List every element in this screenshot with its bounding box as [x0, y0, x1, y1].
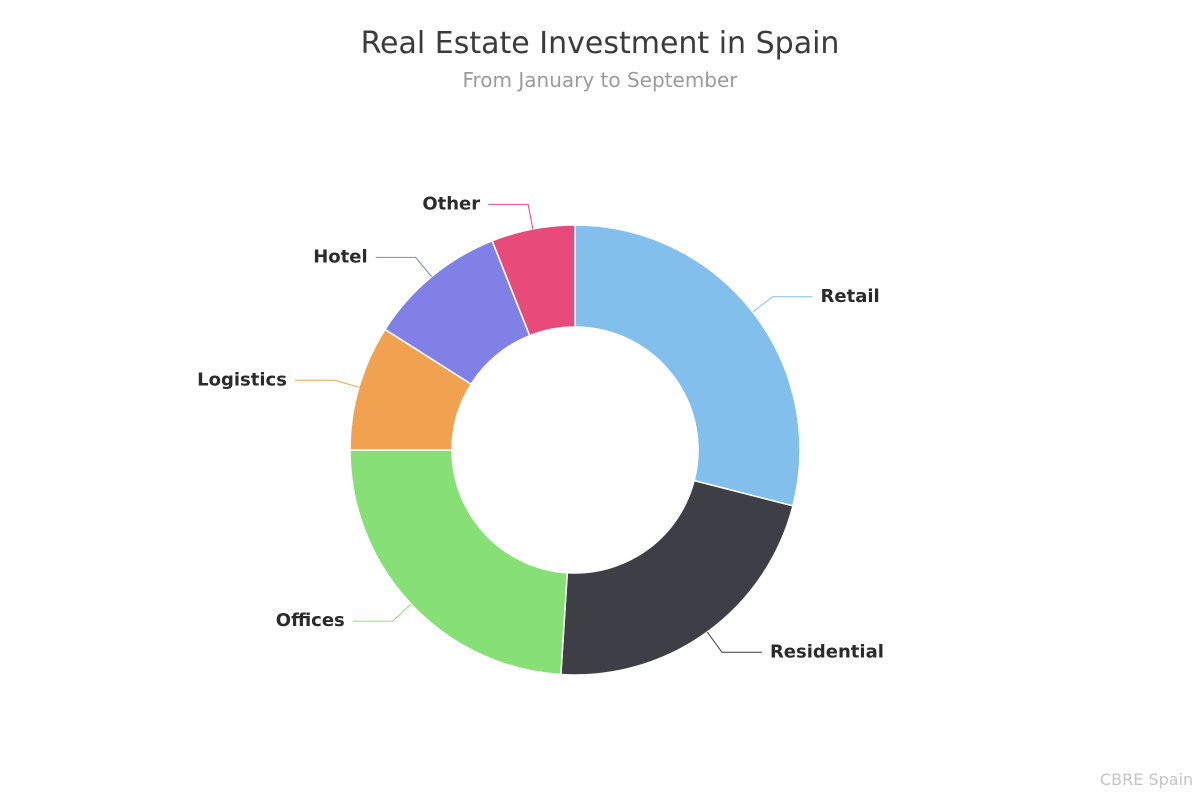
leader-other	[488, 204, 533, 229]
slice-residential	[561, 481, 793, 675]
donut-chart: Retail Residential Offices Logistics Hotel Ot…	[0, 0, 1200, 800]
leader-offices	[353, 604, 411, 621]
label-retail: Retail	[821, 286, 880, 307]
label-other: Other	[422, 193, 480, 214]
label-hotel: Hotel	[313, 246, 367, 267]
slice-offices	[350, 450, 567, 675]
leader-retail	[753, 297, 813, 312]
label-logistics: Logistics	[197, 369, 287, 390]
slice-retail	[575, 225, 800, 506]
label-offices: Offices	[276, 610, 345, 631]
leader-logistics	[295, 380, 359, 387]
leader-residential	[707, 632, 762, 652]
chart-container: Real Estate Investment in Spain From Jan…	[0, 0, 1200, 800]
leader-hotel	[376, 257, 432, 276]
label-residential: Residential	[770, 641, 884, 662]
